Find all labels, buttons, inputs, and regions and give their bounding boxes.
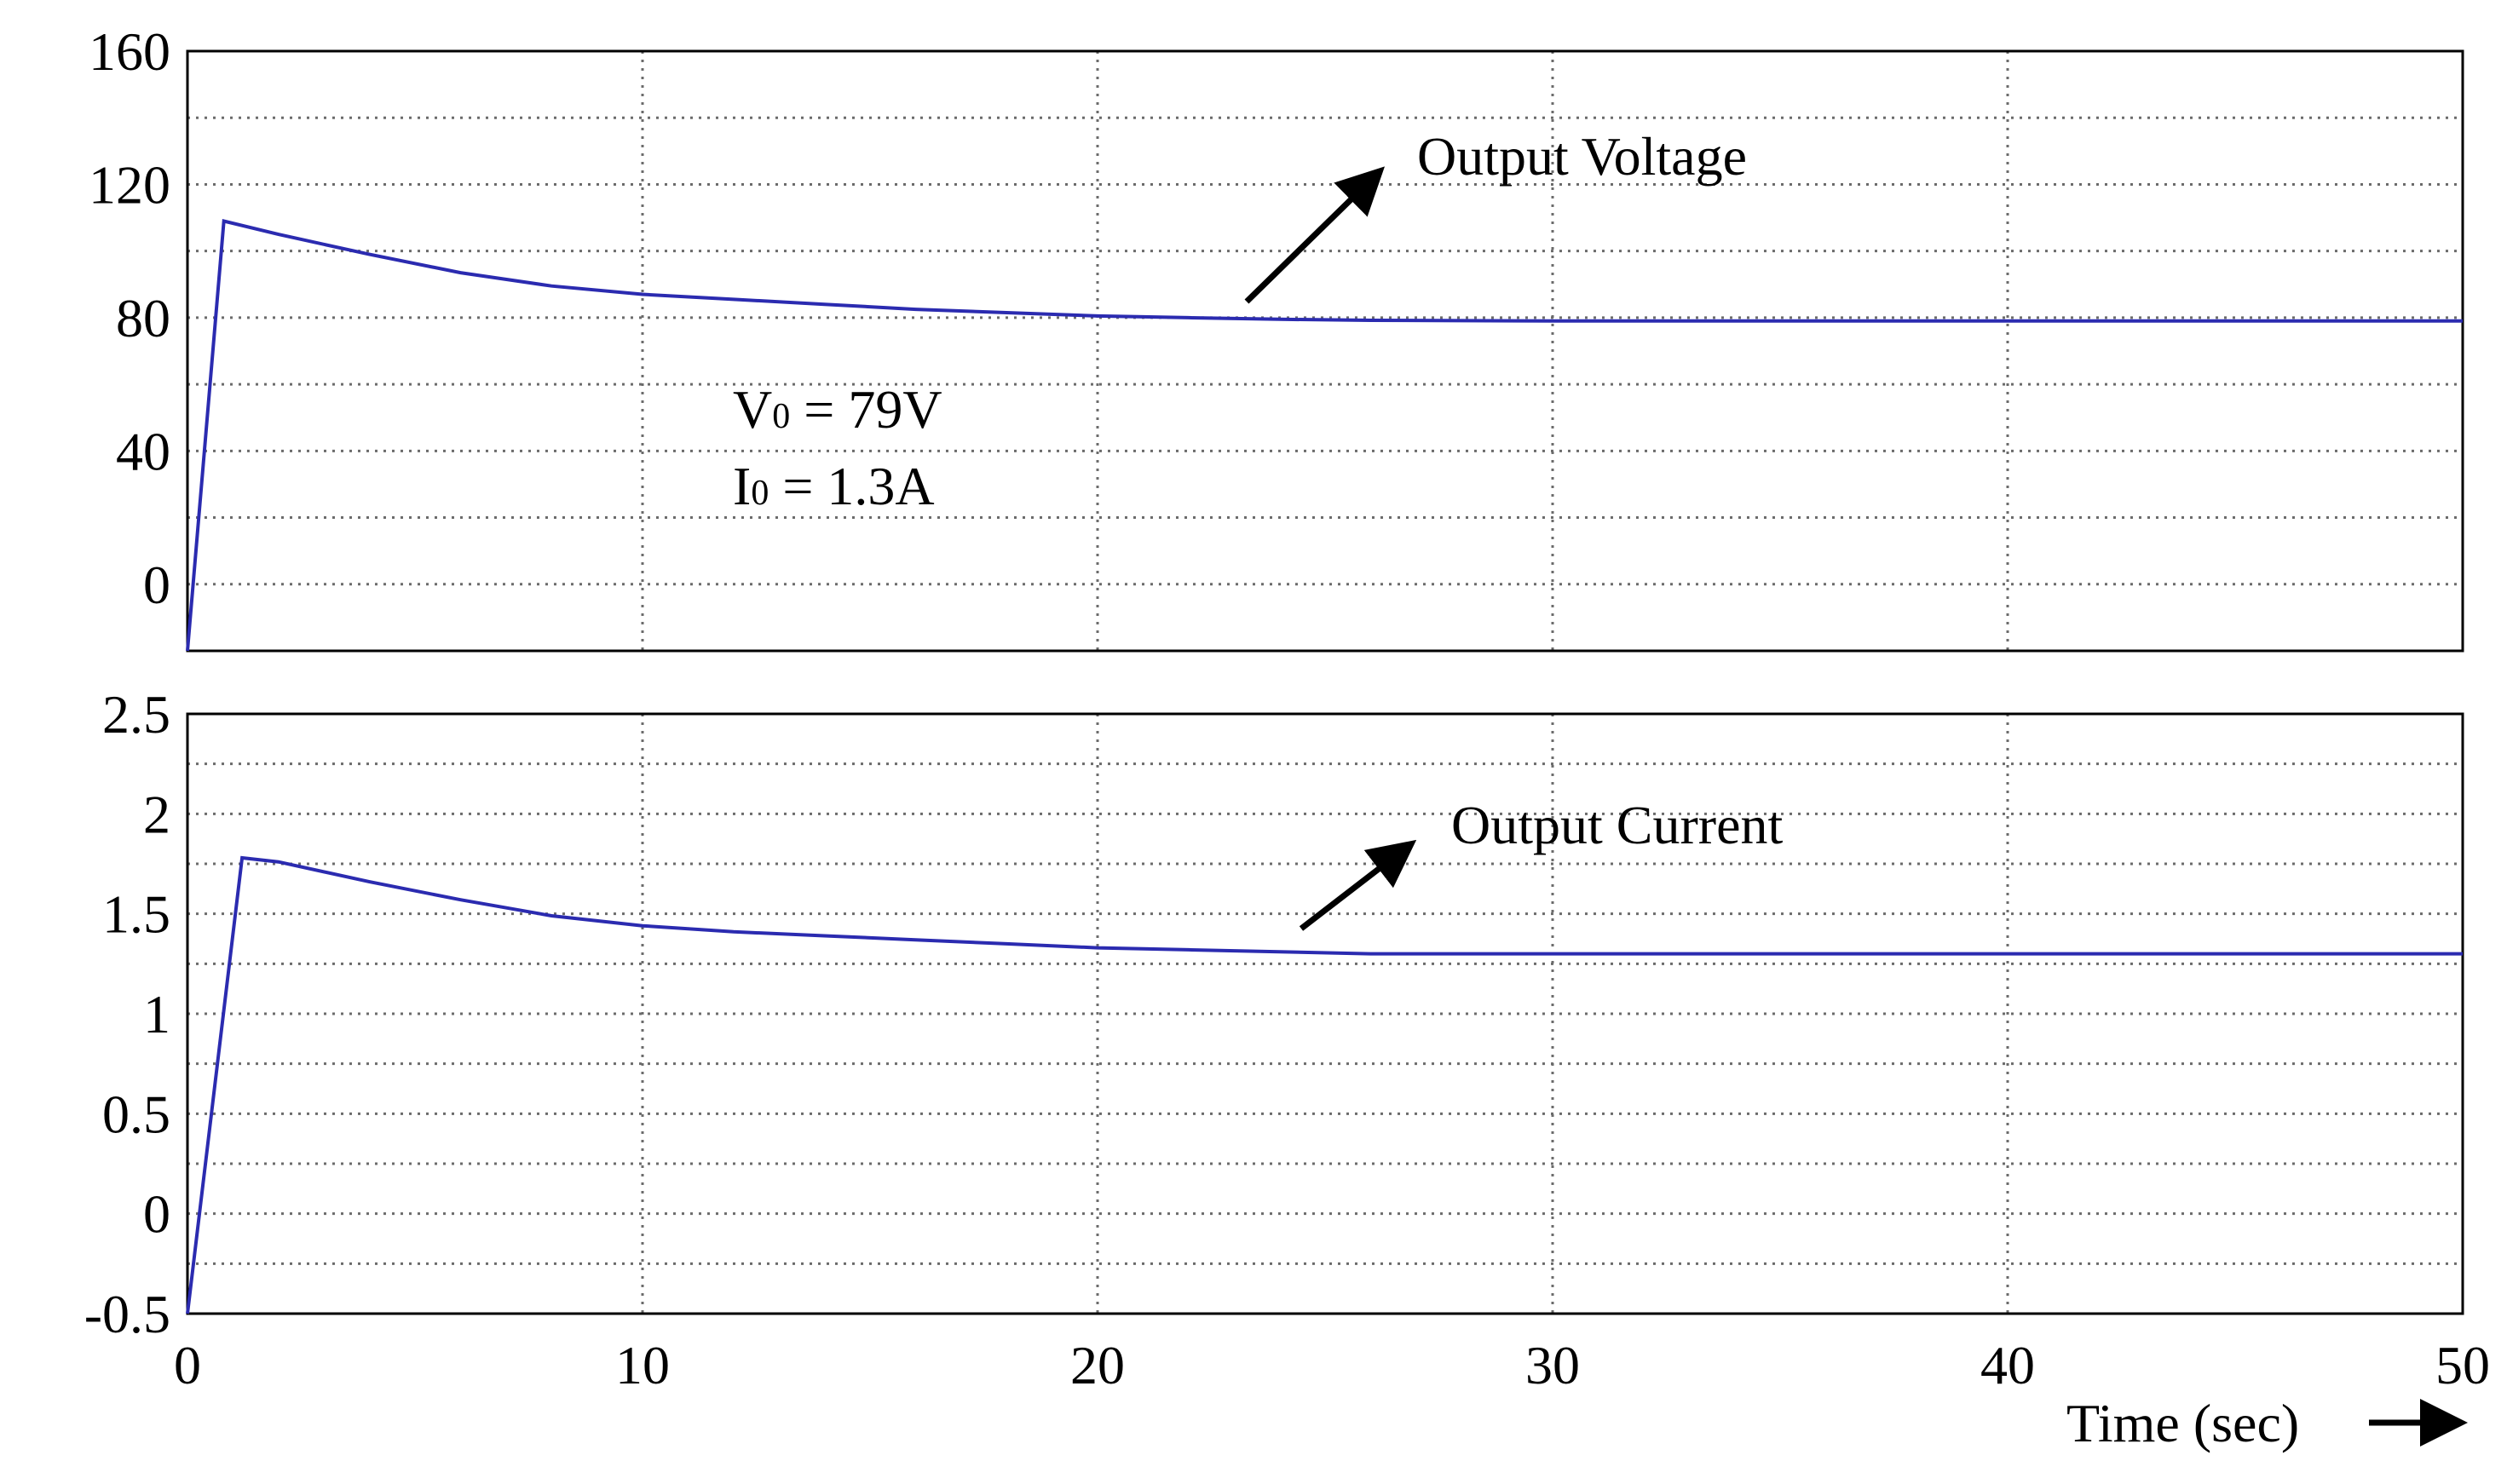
v0-annotation: V0 = 79V: [733, 379, 942, 440]
v0-symbol: V: [733, 379, 772, 440]
current-plot-frame: [186, 712, 2464, 1315]
i0-value: = 1.3A: [769, 456, 934, 516]
x-axis-label: Time (sec): [2066, 1393, 2299, 1453]
x-tick-label: 40: [1980, 1335, 2035, 1395]
i0-symbol: I: [733, 456, 751, 516]
current-y-tick-label: 2.5: [102, 684, 170, 745]
v0-subscript: 0: [772, 397, 790, 436]
current-y-tick-label: 1: [143, 984, 170, 1044]
voltage-grid: [187, 51, 2463, 651]
voltage-legend-arrow: [1244, 166, 1386, 304]
voltage-y-tick-label: 120: [89, 154, 170, 215]
x-tick-label: 50: [2435, 1335, 2490, 1395]
i0-subscript: 0: [751, 474, 769, 513]
x-tick-label: 30: [1525, 1335, 1580, 1395]
current-y-tick-label: 0: [143, 1184, 170, 1245]
x-tick-label: 10: [615, 1335, 670, 1395]
current-series-line: [186, 855, 2463, 1314]
voltage-y-tick-label: 0: [143, 555, 170, 615]
voltage-y-tick-label: 80: [116, 288, 170, 348]
current-x-tick-labels: 0 10 20 30 40 50: [174, 1335, 2490, 1395]
voltage-plot-frame: [186, 49, 2464, 653]
voltage-y-tick-labels: 0 40 80 120 160: [89, 21, 170, 615]
voltage-y-tick-label: 40: [116, 421, 170, 481]
current-y-tick-labels: -0.5 0 0.5 1 1.5 2 2.5: [84, 684, 170, 1344]
i0-annotation: I0 = 1.3A: [733, 456, 935, 516]
current-y-tick-label: -0.5: [84, 1284, 170, 1344]
x-tick-label: 0: [174, 1335, 201, 1395]
current-panel: -0.500.511.522.5 0 10 20 30 40 50 Output Curr…: [84, 684, 2490, 1453]
voltage-y-tick-label: 160: [89, 21, 170, 82]
voltage-series-line: [186, 219, 2463, 652]
x-tick-label: 20: [1070, 1335, 1125, 1395]
current-y-tick-label: 1.5: [102, 884, 170, 945]
current-grid: [187, 714, 2463, 1314]
current-y-tick-label: 0.5: [102, 1084, 170, 1144]
current-legend-arrow: [1299, 839, 1417, 931]
voltage-legend-label: Output Voltage: [1417, 126, 1747, 187]
current-legend-label: Output Current: [1451, 795, 1784, 855]
current-y-tick-label: 2: [143, 784, 170, 844]
v0-value: = 79V: [790, 379, 942, 440]
